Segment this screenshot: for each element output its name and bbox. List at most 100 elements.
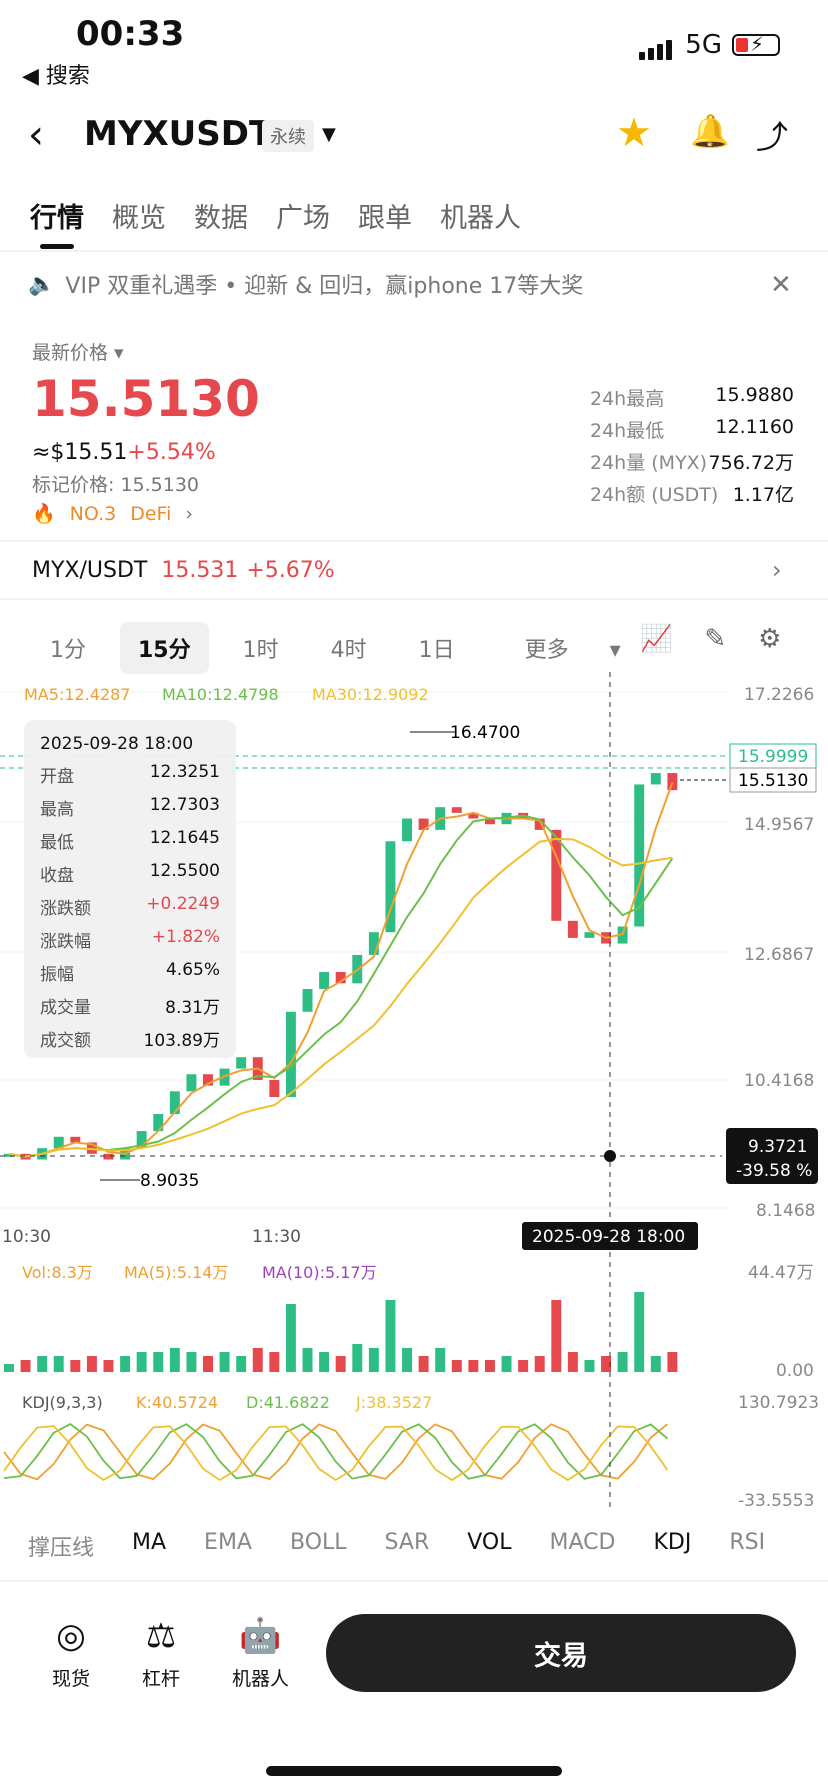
volume-bars xyxy=(4,1292,678,1372)
ma10-label: MA10:12.4798 xyxy=(162,685,279,704)
ind-support[interactable]: 撑压线 xyxy=(28,1536,95,1561)
vol-label: Vol:8.3万 xyxy=(22,1263,93,1282)
candle xyxy=(169,1091,180,1115)
last-price-tag xyxy=(729,767,817,793)
vol-max: 44.47万 xyxy=(748,1263,814,1283)
tf-15m[interactable]: 15分 xyxy=(120,622,209,674)
back-icon[interactable]: ‹ xyxy=(28,112,44,158)
candle xyxy=(418,818,429,830)
last-price: 15.5130 xyxy=(32,370,260,428)
settings-gear-icon[interactable]: ⚙ xyxy=(758,624,782,654)
tab-overview[interactable]: 概览 xyxy=(112,203,166,234)
ind-vol[interactable]: VOL xyxy=(467,1530,512,1555)
ind-macd[interactable]: MACD xyxy=(549,1530,616,1555)
volume-bar xyxy=(4,1364,14,1372)
kdj-min: -33.5553 xyxy=(738,1491,814,1511)
volume-bar xyxy=(20,1360,31,1372)
y-tick: 8.1468 xyxy=(756,1201,815,1221)
price-change: +5.54% xyxy=(127,440,216,465)
candle xyxy=(319,971,330,990)
tab-market[interactable]: 行情 xyxy=(30,203,84,234)
spot-pair-row[interactable]: MYX/USDT 15.531 +5.67% xyxy=(32,558,335,583)
volume-bar xyxy=(285,1304,296,1372)
promo-notice[interactable]: 🔈 VIP 双重礼遇季 • 迎新 & 回归，赢iphone 17等大奖 xyxy=(28,268,583,300)
last-price-tag-text: 15.5130 xyxy=(738,771,808,791)
kdj-label: KDJ(9,3,3) xyxy=(22,1393,103,1412)
ma-lines xyxy=(8,782,674,1158)
alert-bell-icon[interactable]: 🔔 xyxy=(690,112,730,150)
divider xyxy=(0,250,828,252)
divider xyxy=(0,1580,828,1582)
badges[interactable]: 🔥 NO.3 DeFi › xyxy=(32,502,193,526)
x-tick: 11:30 xyxy=(252,1227,301,1247)
candle xyxy=(70,1136,81,1143)
vol-ma10-label: MA(10):5.17万 xyxy=(262,1263,377,1282)
volume-bar xyxy=(518,1360,529,1372)
share-icon[interactable]: ⤴ xyxy=(756,118,789,156)
coins-icon: ◎ xyxy=(56,1616,86,1656)
close-icon[interactable]: ✕ xyxy=(770,270,792,300)
candle xyxy=(468,812,479,819)
y-tick: 17.2266 xyxy=(744,685,814,705)
ind-sar[interactable]: SAR xyxy=(384,1530,430,1555)
contract-tag: 永续 xyxy=(262,120,314,152)
indicator-icon[interactable]: 📈 xyxy=(640,624,673,654)
timeframe-tabs: 1分 15分 1时 4时 1日 更多 ▾ xyxy=(32,622,655,674)
status-time: 00:33 xyxy=(76,14,185,54)
tf-4h[interactable]: 4时 xyxy=(330,638,367,663)
ind-boll[interactable]: BOLL xyxy=(289,1530,347,1555)
volume-bar xyxy=(418,1356,429,1372)
ind-ma[interactable]: MA xyxy=(132,1530,167,1555)
volume-bar xyxy=(37,1356,48,1372)
volume-bar xyxy=(352,1344,363,1372)
price-label[interactable]: 最新价格 ▾ xyxy=(32,342,124,364)
volume-bar xyxy=(484,1360,495,1372)
symbol-title[interactable]: MYXUSDT xyxy=(84,114,273,154)
tab-copy-trade[interactable]: 跟单 xyxy=(358,203,412,234)
chevron-right-icon: › xyxy=(185,502,193,525)
main-tabs: 行情 概览 数据 广场 跟单 机器人 xyxy=(30,196,521,235)
nav-spot[interactable]: ◎ 现货 xyxy=(52,1616,91,1690)
nav-bot[interactable]: 🤖 机器人 xyxy=(232,1616,290,1690)
ind-kdj[interactable]: KDJ xyxy=(653,1530,692,1555)
back-to-search[interactable]: ◀ 搜索 xyxy=(22,64,90,89)
volume-bar xyxy=(402,1348,412,1372)
ind-ema[interactable]: EMA xyxy=(204,1530,252,1555)
chevron-right-icon[interactable]: › xyxy=(772,556,782,584)
volume-bar xyxy=(634,1292,645,1372)
tf-more[interactable]: 更多 ▾ xyxy=(524,638,621,663)
indicator-tabs: 撑压线 MA EMA BOLL SAR VOL MACD KDJ RSI xyxy=(28,1530,765,1562)
cursor-pct: -39.58 % xyxy=(736,1161,812,1181)
candle xyxy=(584,932,595,938)
ma5-label: MA5:12.4287 xyxy=(24,685,130,704)
cursor-time-box xyxy=(522,1222,698,1250)
nav-margin[interactable]: ⚖ 杠杆 xyxy=(142,1616,181,1690)
favorite-star-icon[interactable]: ★ xyxy=(616,110,652,156)
candle xyxy=(285,1011,296,1098)
symbol-dropdown-icon[interactable]: ▼ xyxy=(322,124,336,145)
candle xyxy=(203,1074,213,1086)
volume-bar xyxy=(667,1352,678,1372)
tf-1m[interactable]: 1分 xyxy=(50,638,86,663)
tf-1h[interactable]: 1时 xyxy=(242,638,279,663)
volume-bar xyxy=(451,1360,462,1372)
24h-stats: 24h最高 15.9880 24h最低 12.1160 24h量 (MYX) 756.… xyxy=(590,384,794,506)
tf-1d[interactable]: 1日 xyxy=(418,638,455,663)
tab-square[interactable]: 广场 xyxy=(276,203,330,234)
rank-badge: NO.3 xyxy=(69,502,117,525)
y-tick: 12.6867 xyxy=(744,945,814,965)
tab-bot[interactable]: 机器人 xyxy=(440,203,521,234)
chart-tools: 📈 ✎ ⚙ xyxy=(640,624,781,654)
volume-bar xyxy=(186,1352,197,1372)
draw-pen-icon[interactable]: ✎ xyxy=(704,624,727,654)
volume-bar xyxy=(501,1356,512,1372)
trade-button[interactable]: 交易 xyxy=(326,1614,796,1692)
volume-bar xyxy=(120,1356,131,1372)
candle xyxy=(53,1136,64,1149)
tab-data[interactable]: 数据 xyxy=(194,203,248,234)
bottom-nav: ◎ 现货 ⚖ 杠杆 🤖 机器人 xyxy=(52,1616,289,1691)
ind-rsi[interactable]: RSI xyxy=(729,1530,766,1555)
kline-chart[interactable]: MA5:12.4287 MA10:12.4798 MA30:12.9092 17… xyxy=(0,672,828,1512)
kdj-line xyxy=(3,1423,668,1481)
usd-price: ≈$15.51+5.54% xyxy=(32,440,216,465)
